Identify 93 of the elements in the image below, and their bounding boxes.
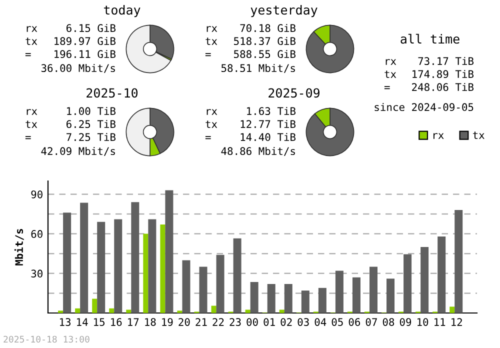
x-tick-label: 14 xyxy=(77,318,88,326)
bar xyxy=(80,202,88,313)
x-tick-label: 19 xyxy=(162,318,173,326)
x-tick-label: 18 xyxy=(145,318,156,326)
text: rx 73.17 TiB xyxy=(386,56,474,66)
y-tick-label: 90 xyxy=(31,190,42,198)
bar xyxy=(318,288,326,313)
text: = 588.55 GiB xyxy=(205,50,296,58)
x-tick-label: 11 xyxy=(434,318,446,326)
x-tick-label: 22 xyxy=(212,318,224,326)
bar xyxy=(245,310,250,313)
x-tick-label: 08 xyxy=(382,318,394,326)
bar xyxy=(148,219,156,313)
bar xyxy=(404,254,412,313)
text: rx 70.18 GiB xyxy=(206,24,296,32)
y-tick-label: 30 xyxy=(31,270,42,278)
chart-title: yesterday xyxy=(250,4,318,18)
bar xyxy=(165,190,174,313)
chart-title: 2025-09 xyxy=(268,88,320,98)
bar xyxy=(182,260,190,313)
x-tick-label: 17 xyxy=(128,318,139,326)
x-tick-label: 20 xyxy=(178,318,190,326)
legend-label: tx xyxy=(472,132,484,139)
text: tx 174.89 TiB xyxy=(384,70,474,78)
text: since 2024-09-05 xyxy=(374,102,474,112)
y-axis-title: Mbit/s xyxy=(14,229,24,266)
x-tick-label: 04 xyxy=(314,318,326,326)
bar xyxy=(143,234,148,313)
text: 48.86 Mbit/s xyxy=(221,146,295,156)
bar xyxy=(216,254,224,313)
bar xyxy=(63,212,72,313)
text: all time xyxy=(400,34,460,44)
bar xyxy=(386,278,395,313)
x-tick-label: 09 xyxy=(400,318,412,326)
text: = 7.25 TiB xyxy=(25,132,116,142)
donut-slice xyxy=(306,108,354,156)
x-tick-label: 12 xyxy=(452,318,462,326)
text: = 248.06 TiB xyxy=(384,82,474,92)
x-tick-label: 03 xyxy=(298,318,309,326)
text: tx 12.77 TiB xyxy=(206,120,296,128)
x-tick-label: 16 xyxy=(111,318,122,326)
text: tx 6.25 TiB xyxy=(26,120,116,128)
donut-slice xyxy=(126,24,172,74)
bar xyxy=(450,306,455,313)
bar xyxy=(250,282,258,313)
x-tick-label: 10 xyxy=(418,318,428,326)
text: = 196.11 GiB xyxy=(25,50,116,58)
donut-slice xyxy=(306,24,354,74)
bar xyxy=(369,266,378,313)
text: rx 6.15 GiB xyxy=(26,24,116,32)
x-tick-label: 00 xyxy=(246,318,258,326)
bar xyxy=(301,290,310,313)
text: rx 1.63 TiB xyxy=(206,106,296,116)
bar xyxy=(131,202,140,313)
bar xyxy=(114,219,122,313)
bar xyxy=(126,310,132,313)
text: 36.00 Mbit/s xyxy=(41,64,115,73)
x-tick-label: 06 xyxy=(348,318,360,326)
bar xyxy=(352,277,360,313)
bar xyxy=(420,247,429,313)
x-tick-label: 02 xyxy=(280,318,292,326)
x-tick-label: 05 xyxy=(332,318,343,326)
bar xyxy=(75,308,80,313)
bar xyxy=(92,298,98,313)
bar xyxy=(335,270,344,313)
bar xyxy=(284,284,292,313)
text: tx 189.97 GiB xyxy=(26,36,116,46)
bar xyxy=(438,236,446,313)
text: 2025-10-18 13:00 xyxy=(4,336,90,343)
text: 42.09 Mbit/s xyxy=(41,146,115,156)
bar xyxy=(454,210,463,313)
chart-title: today xyxy=(104,4,140,18)
text: tx 518.37 GiB xyxy=(206,36,296,46)
bar xyxy=(97,222,106,313)
text: = 14.40 TiB xyxy=(205,132,296,142)
bar xyxy=(211,306,216,313)
x-tick-label: 01 xyxy=(264,318,275,326)
bar xyxy=(233,238,242,313)
chart-title: 2025-10 xyxy=(86,88,138,98)
bar xyxy=(109,308,114,313)
bar xyxy=(267,284,276,313)
x-tick-label: 15 xyxy=(94,318,105,326)
bar xyxy=(279,310,284,313)
x-tick-label: 13 xyxy=(60,318,71,326)
text: 58.51 Mbit/s xyxy=(221,64,295,73)
legend-label: rx xyxy=(433,133,444,139)
x-tick-label: 07 xyxy=(366,318,377,326)
bar xyxy=(160,224,166,313)
x-tick-label: 21 xyxy=(196,318,207,326)
bar xyxy=(199,266,208,313)
x-tick-label: 23 xyxy=(230,318,241,326)
text: rx 1.00 TiB xyxy=(26,106,116,116)
y-tick-label: 60 xyxy=(31,230,42,238)
